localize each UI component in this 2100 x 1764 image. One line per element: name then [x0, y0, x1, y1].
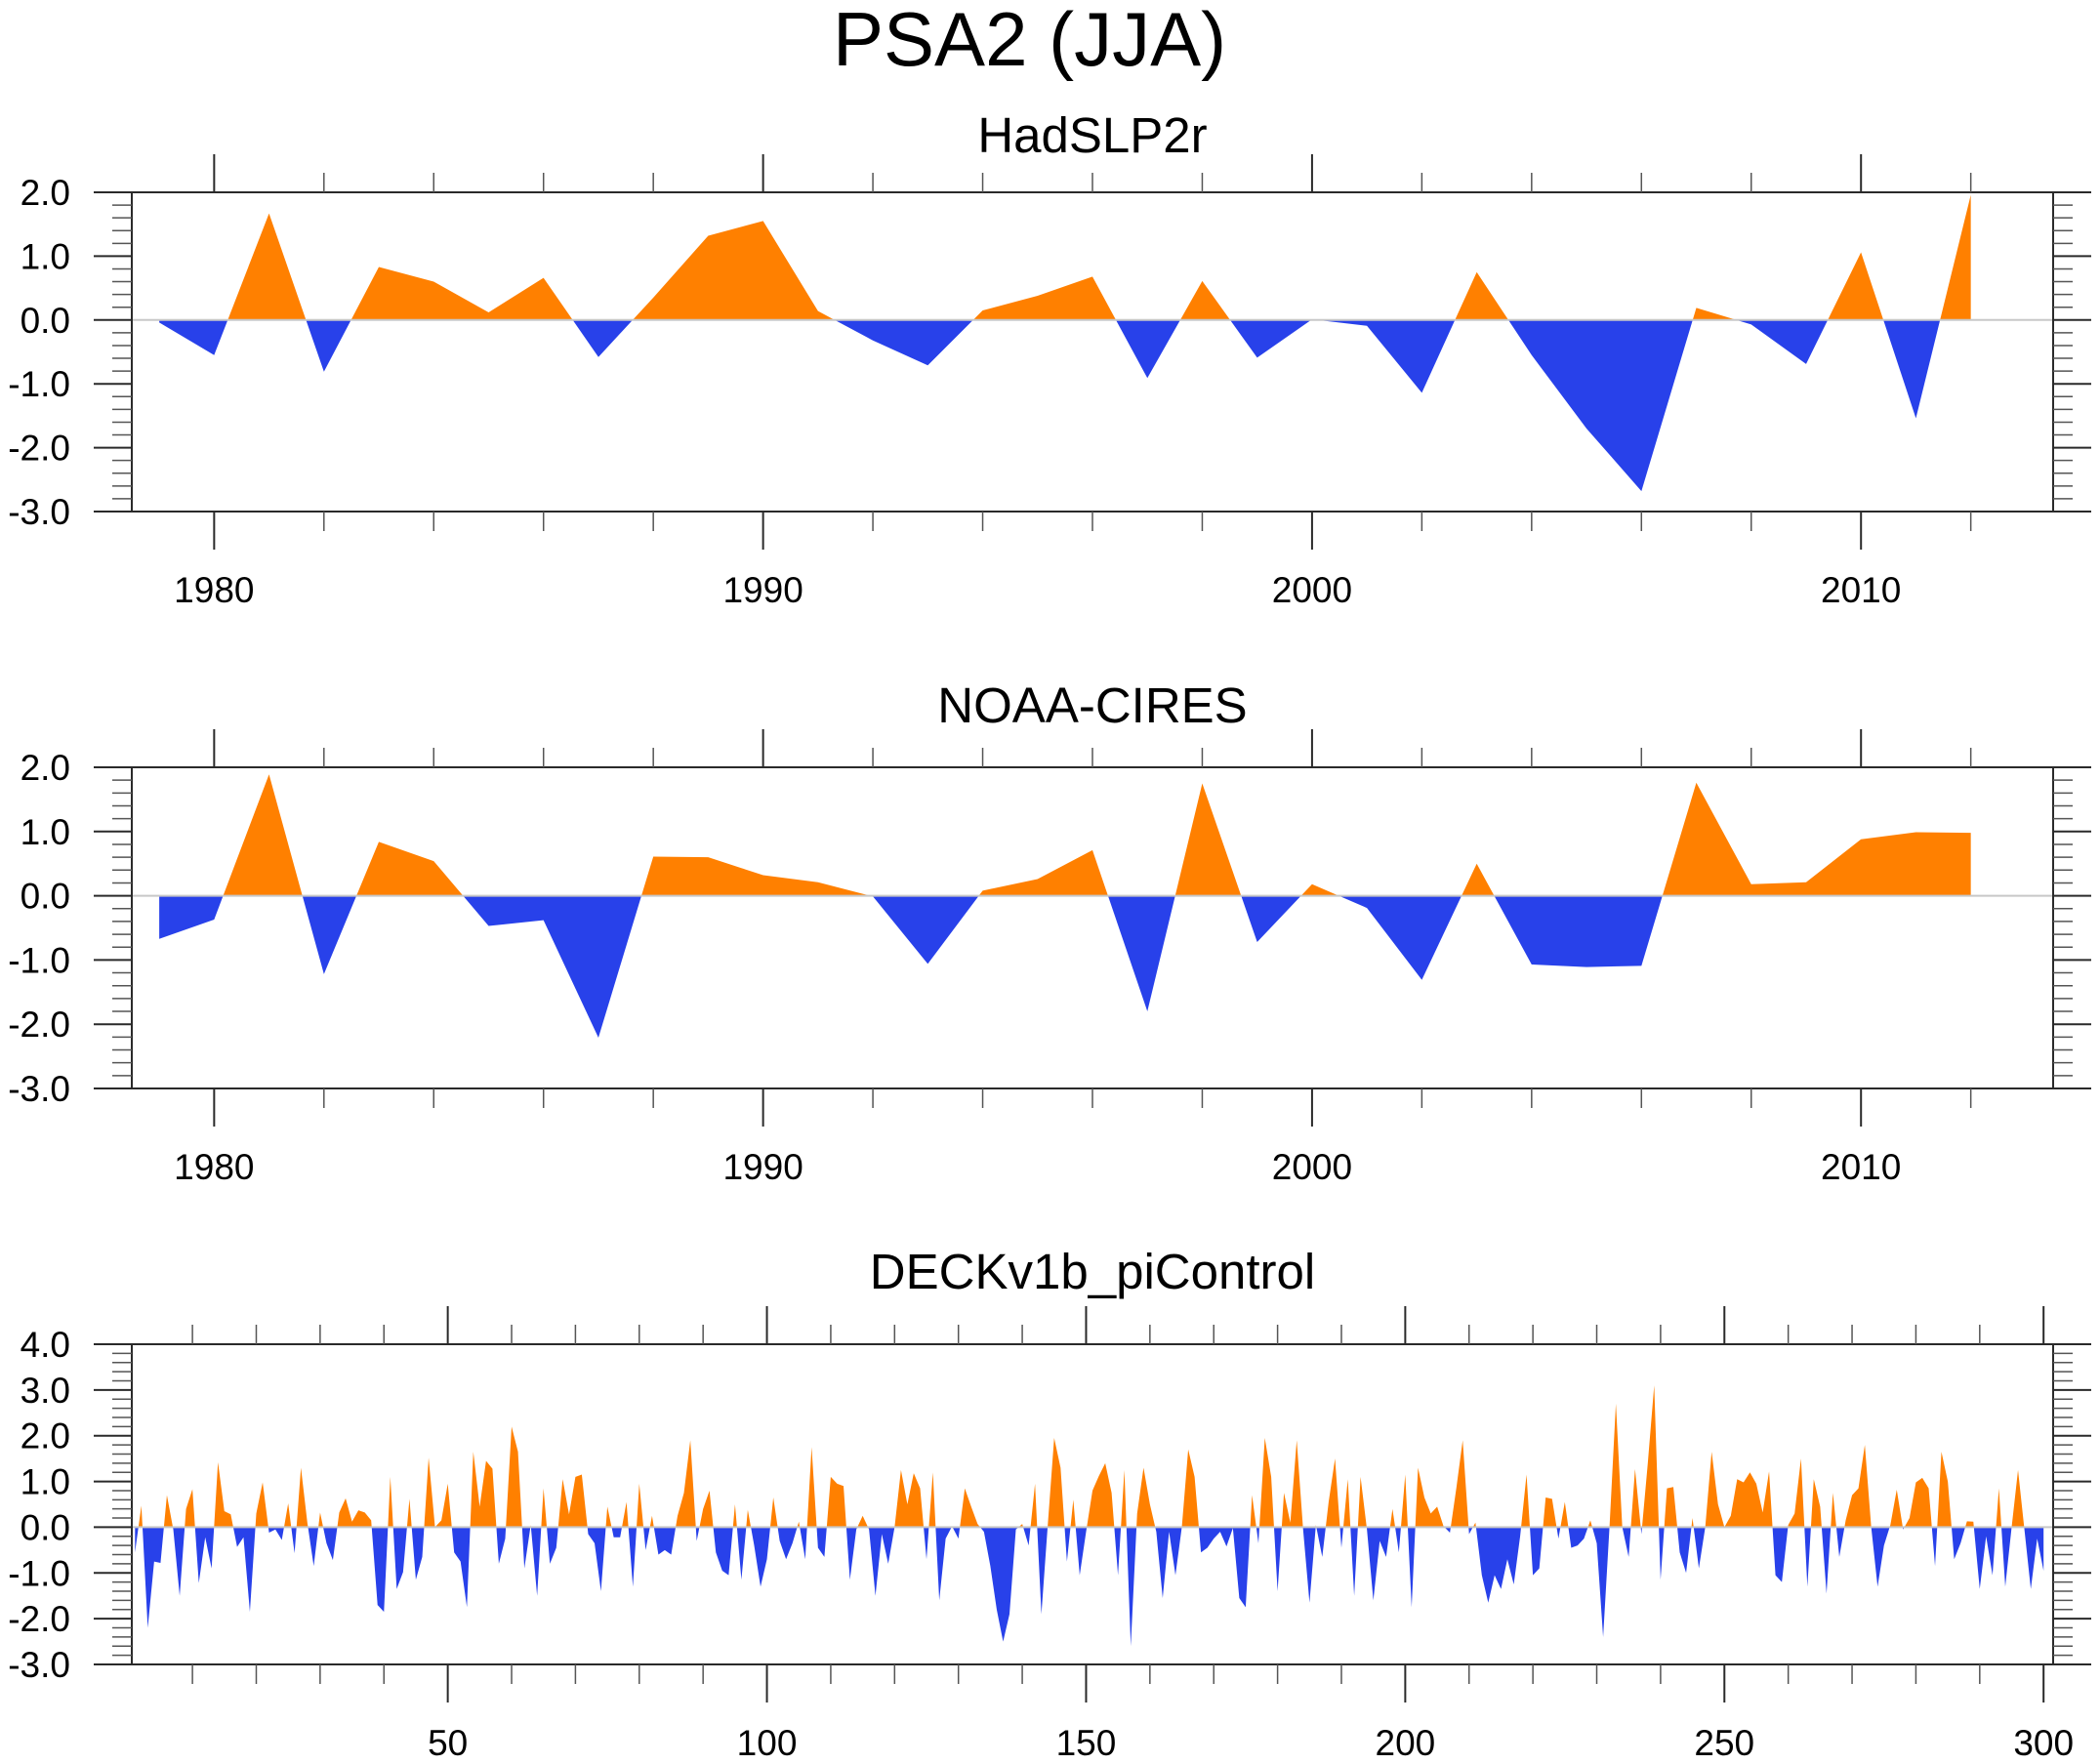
y-tick-label: 4.0	[21, 1325, 70, 1365]
x-tick-label: 1980	[174, 1147, 254, 1187]
x-tick-label: 2010	[1821, 1147, 1901, 1187]
plot-frame	[131, 191, 2054, 513]
positive-area	[138, 1385, 2025, 1528]
x-tick-label: 1990	[722, 1147, 803, 1187]
y-tick-label: 0.0	[21, 1507, 70, 1547]
y-tick-label: 1.0	[21, 236, 70, 276]
panel-title: HadSLP2r	[977, 107, 1207, 163]
panel-hadslp2r: HadSLP2r 1980 1990 2000 2010 2.0 1.0 0.0 -1.0 -2…	[8, 107, 2091, 610]
y-tick-label: 2.0	[21, 748, 70, 788]
panel-noaa-cires: NOAA-CIRES 1980 1990 2000 2010 2.0 1.0 0.0 -1.0…	[8, 677, 2091, 1187]
negative-area	[159, 895, 1971, 1039]
y-tick-label: -2.0	[8, 429, 70, 469]
y-tick-label: -2.0	[8, 1599, 70, 1639]
x-tick-label: 2010	[1821, 570, 1901, 610]
y-tick-label: 0.0	[21, 877, 70, 917]
y-tick-label: 0.0	[21, 301, 70, 341]
x-tick-label: 2000	[1272, 1147, 1352, 1187]
plot-frame	[131, 766, 2054, 1089]
negative-area	[135, 1527, 2044, 1647]
y-tick-label: -1.0	[8, 364, 70, 404]
x-tick-label: 100	[737, 1723, 798, 1763]
y-tick-label: -3.0	[8, 1645, 70, 1685]
x-tick-label: 50	[428, 1723, 468, 1763]
panel-deckv1b-picontrol: DECKv1b_piControl 50 100 150 200 250 300 4.0 3.…	[8, 1244, 2091, 1763]
negative-area	[159, 319, 1971, 492]
x-tick-label: 250	[1694, 1723, 1754, 1763]
x-tick-label: 150	[1056, 1723, 1117, 1763]
y-tick-label: 1.0	[21, 1462, 70, 1502]
y-tick-label: -1.0	[8, 940, 70, 980]
x-tick-label: 1990	[722, 570, 803, 610]
positive-area	[159, 194, 1971, 320]
y-tick-label: -1.0	[8, 1553, 70, 1593]
y-tick-label: -2.0	[8, 1005, 70, 1045]
plot-frame	[131, 1343, 2054, 1665]
y-tick-label: 1.0	[21, 812, 70, 852]
y-tick-label: 2.0	[21, 1416, 70, 1456]
y-tick-label: -3.0	[8, 492, 70, 532]
y-tick-label: -3.0	[8, 1069, 70, 1109]
x-tick-label: 200	[1376, 1723, 1436, 1763]
x-tick-label: 300	[2013, 1723, 2074, 1763]
x-tick-label: 1980	[174, 570, 254, 610]
y-tick-label: 3.0	[21, 1371, 70, 1411]
panel-title: NOAA-CIRES	[937, 677, 1247, 733]
x-tick-label: 2000	[1272, 570, 1352, 610]
positive-area	[159, 774, 1971, 896]
main-title: PSA2 (JJA)	[833, 0, 1226, 82]
panel-title: DECKv1b_piControl	[870, 1244, 1315, 1299]
y-tick-label: 2.0	[21, 173, 70, 213]
